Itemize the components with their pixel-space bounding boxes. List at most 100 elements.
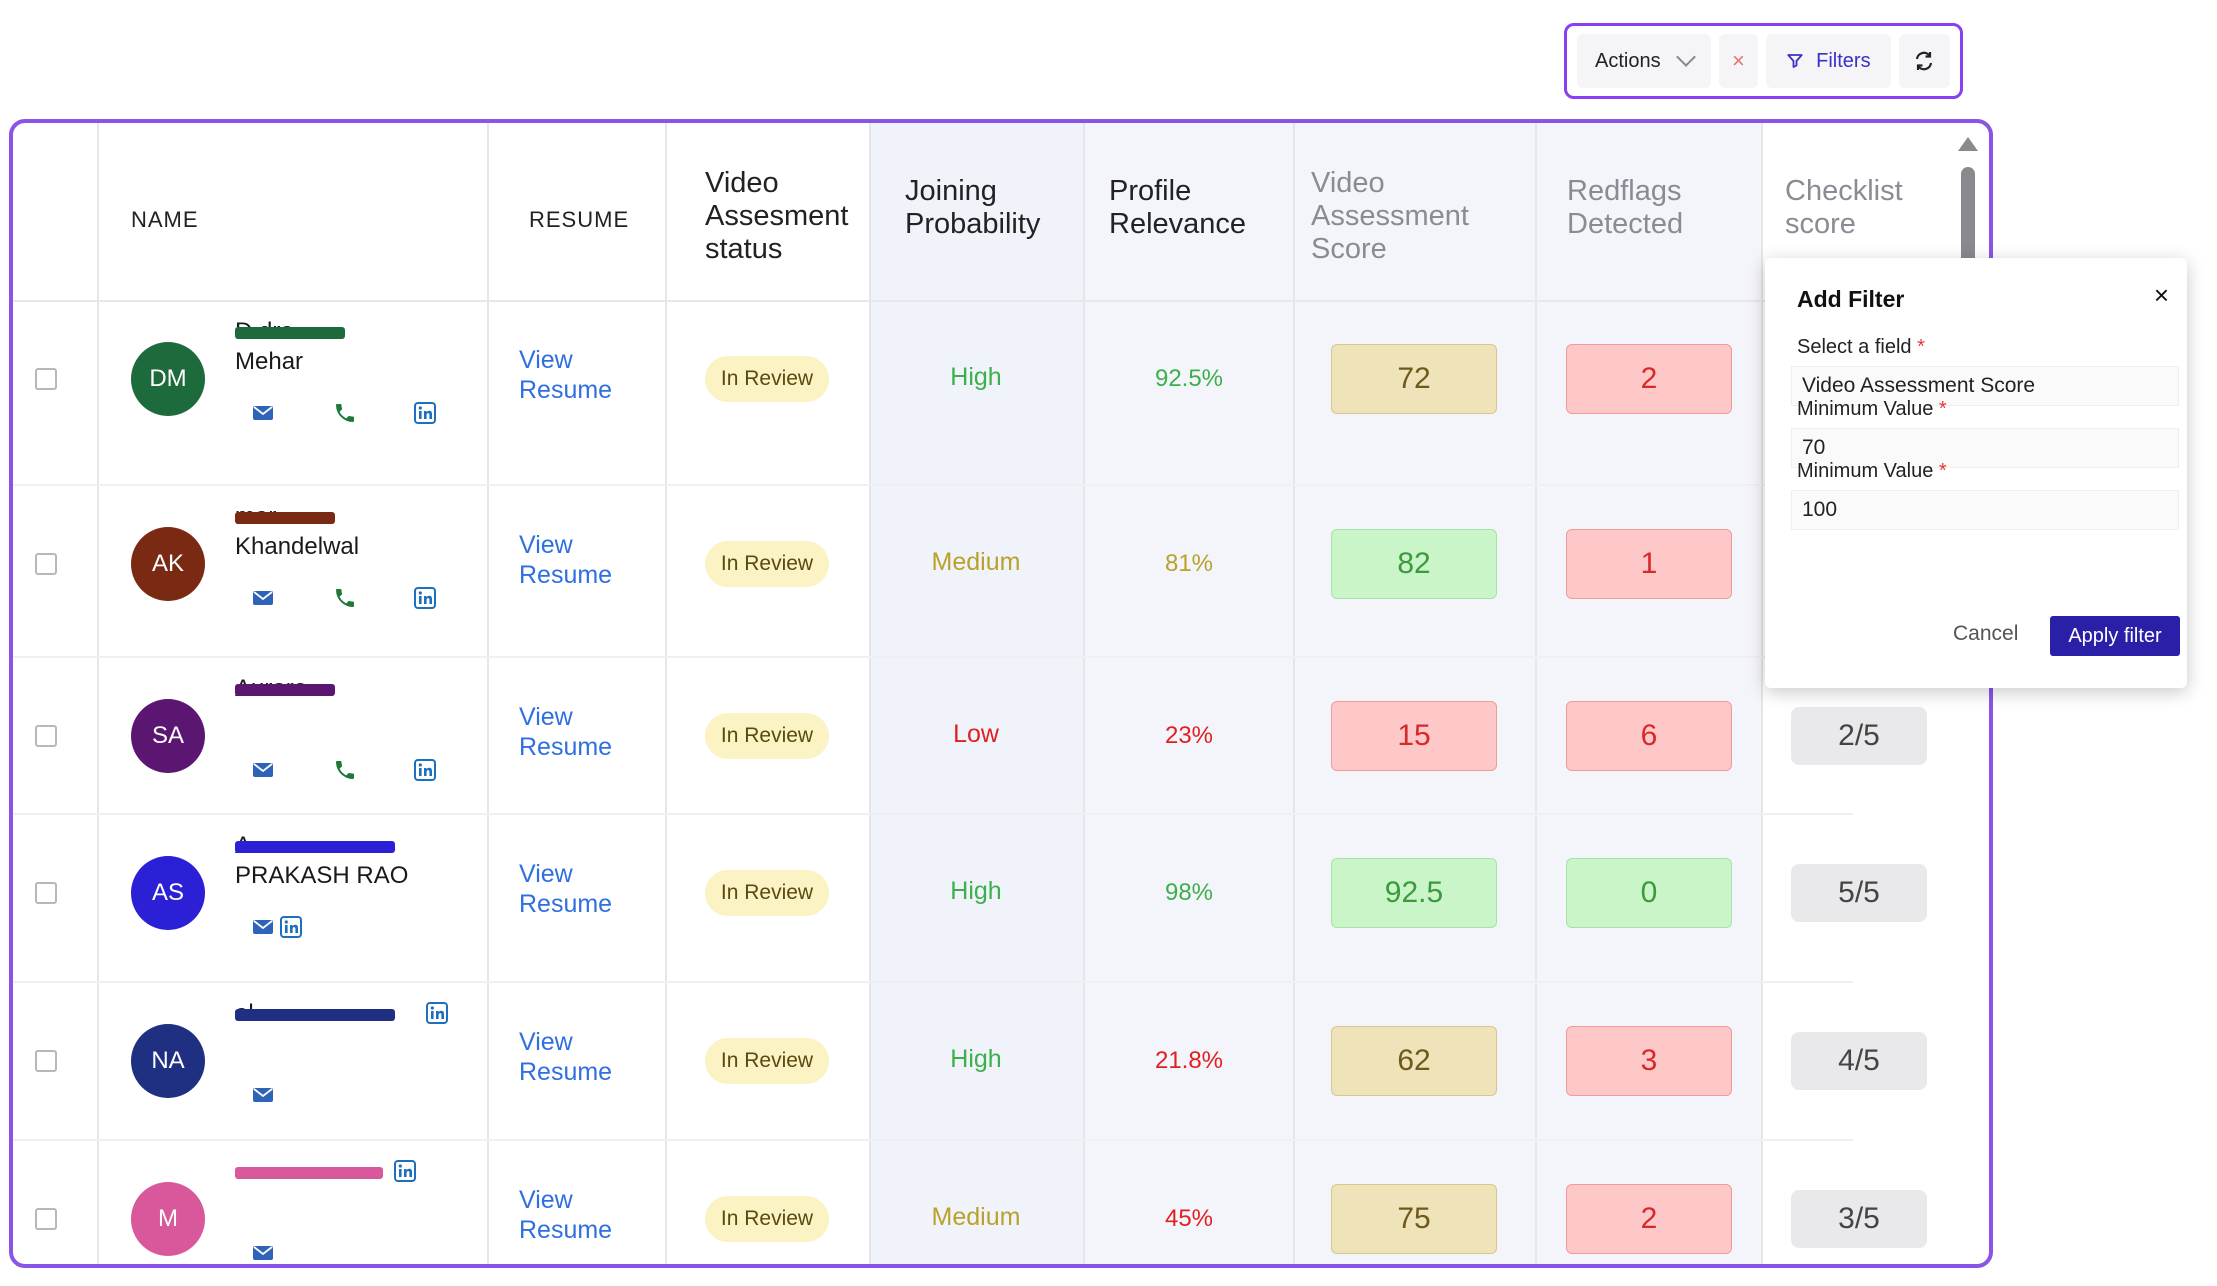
mail-icon[interactable] xyxy=(251,1083,275,1107)
checklist-badge: 4/5 xyxy=(1791,1032,1927,1090)
candidate-name-line2: PRAKASH RAO xyxy=(235,862,409,889)
refresh-icon xyxy=(1912,49,1936,73)
avatar: DM xyxy=(131,342,205,416)
linkedin-icon[interactable] xyxy=(413,586,437,610)
column-header-video-score[interactable]: Video Assessment Score xyxy=(1311,167,1469,266)
avatar: SA xyxy=(131,699,205,773)
linkedin-icon[interactable] xyxy=(425,1001,449,1025)
link-line: View xyxy=(519,860,573,888)
avatar: AS xyxy=(131,856,205,930)
header-line: Video xyxy=(1311,167,1385,199)
filters-button[interactable]: Filters xyxy=(1766,34,1891,88)
mail-icon[interactable] xyxy=(251,401,275,425)
max-label-text: Minimum Value xyxy=(1797,460,1934,482)
phone-icon[interactable] xyxy=(333,758,357,782)
joining-probability: High xyxy=(950,363,1002,391)
field-label-text: Select a field xyxy=(1797,336,1912,358)
row-checkbox[interactable] xyxy=(35,882,57,904)
refresh-button[interactable] xyxy=(1898,34,1950,88)
clear-filters-button[interactable]: × xyxy=(1718,34,1759,88)
column-header-resume[interactable]: RESUME xyxy=(529,207,630,232)
mail-icon[interactable] xyxy=(251,1241,275,1264)
column-header-checklist[interactable]: Checklist score xyxy=(1785,175,1903,241)
candidate-name-line2: Mehar xyxy=(235,348,304,375)
divider xyxy=(487,123,489,1264)
link-line: Resume xyxy=(519,1058,613,1086)
row-checkbox[interactable] xyxy=(35,553,57,575)
min-label-text: Minimum Value xyxy=(1797,398,1934,420)
filter-icon xyxy=(1786,52,1804,70)
view-resume-link[interactable]: View Resume xyxy=(519,1027,612,1087)
field-label: Select a field * xyxy=(1797,336,1925,359)
column-header-redflags[interactable]: Redflags Detected xyxy=(1567,175,1683,241)
scroll-up-arrow[interactable] xyxy=(1958,137,1978,151)
redaction-mark xyxy=(235,684,335,696)
phone-icon[interactable] xyxy=(333,586,357,610)
phone-icon[interactable] xyxy=(333,401,357,425)
avatar: AK xyxy=(131,527,205,601)
column-header-video-status[interactable]: Video Assesment status xyxy=(705,167,848,266)
header-line: status xyxy=(705,233,783,265)
divider xyxy=(1083,123,1085,1264)
row-checkbox[interactable] xyxy=(35,725,57,747)
divider xyxy=(1293,123,1295,1264)
redflags-badge: 6 xyxy=(1566,701,1732,771)
profile-relevance: 92.5% xyxy=(1154,365,1224,392)
view-resume-link[interactable]: View Resume xyxy=(519,702,612,762)
linkedin-icon[interactable] xyxy=(413,401,437,425)
apply-filter-button[interactable]: Apply filter xyxy=(2050,616,2180,656)
profile-relevance: 23% xyxy=(1164,722,1214,749)
candidates-table: NAME RESUME Video Assesment status Joini… xyxy=(9,119,1993,1268)
row-divider xyxy=(13,813,1853,815)
divider xyxy=(1761,123,1763,1264)
row-checkbox[interactable] xyxy=(35,1050,57,1072)
maximum-value-input[interactable]: 100 xyxy=(1791,490,2179,530)
joining-probability: High xyxy=(950,877,1002,905)
close-icon[interactable]: × xyxy=(2153,280,2169,310)
profile-relevance: 45% xyxy=(1164,1205,1214,1232)
scrollbar-thumb[interactable] xyxy=(1961,167,1975,287)
header-divider xyxy=(13,300,1853,302)
field-select[interactable]: Video Assessment Score xyxy=(1791,366,2179,406)
mail-icon[interactable] xyxy=(251,758,275,782)
row-checkbox[interactable] xyxy=(35,1208,57,1230)
link-line: Resume xyxy=(519,1216,613,1244)
header-line: Joining xyxy=(905,175,997,207)
linkedin-icon[interactable] xyxy=(279,915,303,939)
row-divider xyxy=(13,981,1853,983)
row-checkbox[interactable] xyxy=(35,368,57,390)
divider xyxy=(1535,123,1537,1264)
column-header-relevance[interactable]: Profile Relevance xyxy=(1109,175,1246,241)
avatar: M xyxy=(131,1182,205,1256)
actions-dropdown[interactable]: Actions xyxy=(1577,34,1711,88)
redaction-mark xyxy=(235,327,345,339)
row-divider xyxy=(13,484,1853,486)
link-line: View xyxy=(519,346,573,374)
mail-icon[interactable] xyxy=(251,915,275,939)
video-score-badge: 82 xyxy=(1331,529,1497,599)
view-resume-link[interactable]: View Resume xyxy=(519,530,612,590)
minimum-value-label: Minimum Value * xyxy=(1797,398,1947,421)
cancel-button[interactable]: Cancel xyxy=(1953,622,2019,645)
link-line: View xyxy=(519,1186,573,1214)
linkedin-icon[interactable] xyxy=(413,758,437,782)
redflags-badge: 2 xyxy=(1566,1184,1732,1254)
link-line: View xyxy=(519,531,573,559)
column-header-name[interactable]: NAME xyxy=(131,207,199,232)
video-score-badge: 62 xyxy=(1331,1026,1497,1096)
header-line: Detected xyxy=(1567,208,1684,240)
view-resume-link[interactable]: View Resume xyxy=(519,1185,612,1245)
joining-probability: Low xyxy=(953,720,999,748)
column-header-joining[interactable]: Joining Probability xyxy=(905,175,1040,241)
mail-icon[interactable] xyxy=(251,586,275,610)
minimum-value-input[interactable]: 70 xyxy=(1791,428,2179,468)
view-resume-link[interactable]: View Resume xyxy=(519,345,612,405)
profile-relevance: 21.8% xyxy=(1154,1047,1224,1074)
view-resume-link[interactable]: View Resume xyxy=(519,859,612,919)
redflags-badge: 2 xyxy=(1566,344,1732,414)
profile-relevance: 81% xyxy=(1164,550,1214,577)
link-line: View xyxy=(519,703,573,731)
header-line: Probability xyxy=(905,208,1041,240)
linkedin-icon[interactable] xyxy=(393,1159,417,1183)
header-line: Redflags xyxy=(1567,175,1682,207)
